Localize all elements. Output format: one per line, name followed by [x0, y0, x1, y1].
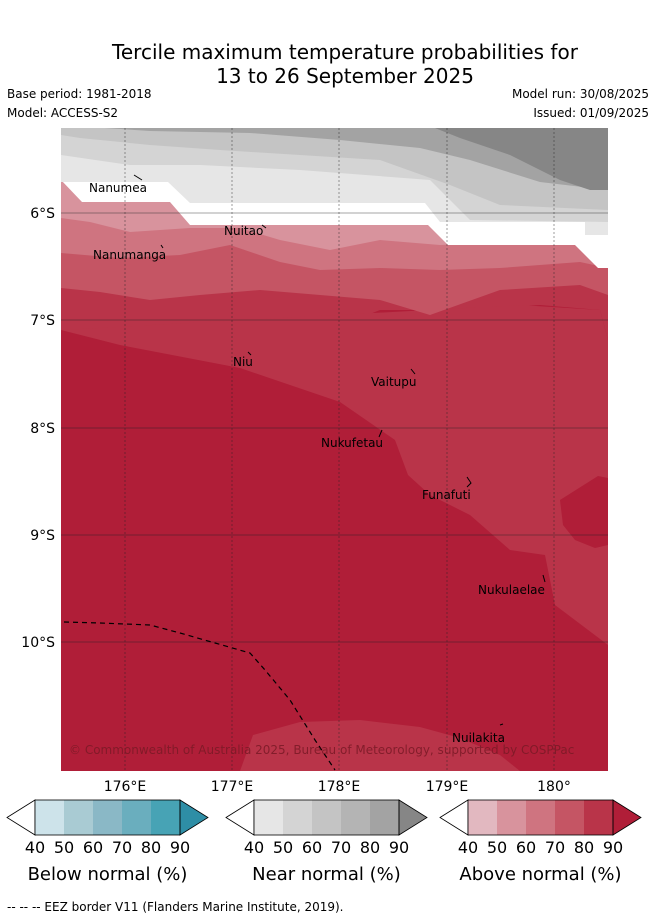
colorbar-title: Above normal (%) [459, 864, 621, 885]
near-90-region [435, 128, 608, 190]
lon-label: 180° [537, 779, 571, 795]
colorbar-cell [370, 800, 399, 835]
colorbar-extend-low [439, 799, 469, 836]
latitude-labels: 6°S 7°S 8°S 9°S 10°S [21, 206, 55, 651]
place-nanumanga: Nanumanga [93, 248, 166, 262]
lon-label: 179°E [426, 779, 469, 795]
colorbar-tick-label: 40 [244, 838, 264, 857]
colorbar-1: 40 50 60 70 80 90 Near normal (%) [225, 799, 428, 885]
place-nuitao: Nuitao [224, 224, 263, 238]
copyright-credit: © Commonwealth of Australia 2025, Bureau… [69, 743, 574, 757]
title-line-1: Tercile maximum temperature probabilitie… [112, 40, 578, 64]
colorbar-tick-label: 90 [389, 838, 409, 857]
lon-label: 177°E [211, 779, 254, 795]
colorbar-cell [35, 800, 64, 835]
lat-label: 6°S [30, 206, 55, 222]
colorbar-tick-label: 90 [603, 838, 623, 857]
eez-border [63, 621, 336, 771]
above-90-patch [560, 476, 608, 548]
colorbar-0: 40 50 60 70 80 90 Below normal (%) [6, 799, 209, 885]
eez-footer-note: -- -- -- EEZ border V11 (Flanders Marine… [7, 900, 344, 914]
model-name: Model: ACCESS-S2 [7, 106, 119, 120]
colorbar-cell [254, 800, 283, 835]
colorbar-tick-label: 80 [360, 838, 380, 857]
colorbar-tick-label: 50 [273, 838, 293, 857]
lon-label: 178°E [318, 779, 361, 795]
colorbar-cell [555, 800, 584, 835]
colorbar-tick-label: 60 [83, 838, 103, 857]
place-labels: Nanumea Nuitao Nanumanga Niu Vaitupu Nuk… [89, 181, 545, 745]
lat-label: 10°S [21, 635, 55, 651]
colorbar-tick-label: 70 [545, 838, 565, 857]
colorbar-cell [64, 800, 93, 835]
colorbar-cell [312, 800, 341, 835]
base-period: Base period: 1981-2018 [7, 87, 152, 101]
colorbar-cell [151, 800, 180, 835]
lat-label: 9°S [30, 528, 55, 544]
lat-label: 7°S [30, 313, 55, 329]
place-niu: Niu [233, 355, 253, 369]
colorbar-cell [468, 800, 497, 835]
colorbar-extend-low [6, 799, 36, 836]
colorbar-tick-label: 60 [302, 838, 322, 857]
title-line-2: 13 to 26 September 2025 [216, 64, 474, 88]
colorbar-tick-label: 70 [331, 838, 351, 857]
colorbar-tick-label: 70 [112, 838, 132, 857]
model-run: Model run: 30/08/2025 [511, 87, 649, 101]
colorbar-tick-label: 50 [487, 838, 507, 857]
place-vaitupu: Vaitupu [371, 375, 417, 389]
graticule [61, 128, 608, 771]
probability-fill [61, 128, 608, 771]
colorbar-extend-high [179, 799, 209, 836]
colorbar-tick-label: 40 [25, 838, 45, 857]
map-title: Tercile maximum temperature probabilitie… [0, 40, 655, 88]
lon-label: 176°E [104, 779, 147, 795]
island-marks [133, 174, 546, 726]
place-nukulaelae: Nukulaelae [478, 583, 545, 597]
place-nanumea: Nanumea [89, 181, 147, 195]
colorbar-tick-label: 90 [170, 838, 190, 857]
colorbar-tick-label: 40 [458, 838, 478, 857]
colorbar-cell [283, 800, 312, 835]
colorbar-cell [341, 800, 370, 835]
place-nuilakita: Nuilakita [452, 731, 505, 745]
colorbar-cell [584, 800, 613, 835]
colorbar-extend-low [225, 799, 255, 836]
colorbar-2: 40 50 60 70 80 90 Above normal (%) [439, 799, 642, 885]
colorbar-extend-high [612, 799, 642, 836]
colorbar-cell [122, 800, 151, 835]
colorbar-outline [467, 799, 614, 836]
colorbar-outline [34, 799, 181, 836]
colorbar-tick-label: 80 [574, 838, 594, 857]
colorbar-tick-label: 80 [141, 838, 161, 857]
colorbar-tick-label: 50 [54, 838, 74, 857]
issued-date: Issued: 01/09/2025 [533, 106, 649, 120]
colorbar-outline [253, 799, 400, 836]
place-funafuti: Funafuti [422, 488, 471, 502]
colorbar-title: Below normal (%) [28, 864, 188, 885]
longitude-labels: 176°E 177°E 178°E 179°E 180° [104, 779, 571, 795]
colorbar-title: Near normal (%) [252, 864, 401, 885]
lat-label: 8°S [30, 421, 55, 437]
place-nukufetau: Nukufetau [321, 436, 383, 450]
above-80-region-lower [61, 305, 608, 645]
colorbar-cell [497, 800, 526, 835]
colorbar-legends: 40 50 60 70 80 90 Below normal (%) 40 50 60 70 80 90… [6, 799, 642, 885]
colorbar-cell [526, 800, 555, 835]
colorbar-cell [93, 800, 122, 835]
colorbar-tick-label: 60 [516, 838, 536, 857]
colorbar-extend-high [398, 799, 428, 836]
